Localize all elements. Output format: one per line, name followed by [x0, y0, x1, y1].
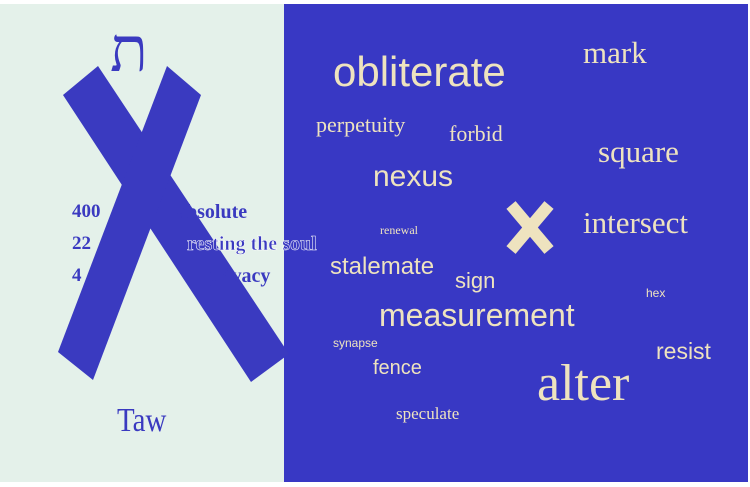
letter-value-2: 22 — [72, 233, 91, 254]
word-fence: fence — [373, 357, 422, 379]
meaning-absolute: absolute — [176, 201, 248, 223]
word-hex: hex — [646, 286, 666, 300]
letter-value-3: 4 — [72, 265, 82, 286]
word-sign: sign — [455, 268, 496, 293]
word-synapse: synapse — [333, 336, 378, 350]
word-square: square — [598, 134, 679, 169]
word-stalemate: stalemate — [330, 253, 435, 280]
x-stroke-falling — [63, 66, 289, 382]
letter-name-taw: Taw — [117, 402, 167, 439]
x-stroke-rising — [58, 66, 201, 380]
meaning-resting-the-soul: resting the soul — [187, 233, 317, 256]
word-obliterate: obliterate — [333, 48, 506, 95]
word-forbid: forbid — [449, 121, 503, 146]
word-intersect: intersect — [583, 205, 689, 240]
word-alter: alter — [537, 355, 630, 412]
letter-value-1: 400 — [72, 201, 101, 222]
word-mark: mark — [583, 35, 647, 70]
word-measurement: measurement — [379, 297, 575, 333]
word-renewal: renewal — [380, 223, 418, 237]
word-resist: resist — [656, 338, 711, 364]
word-nexus: nexus — [373, 160, 454, 193]
hebrew-letter-glyph: ת — [110, 17, 148, 85]
word-speculate: speculate — [396, 404, 460, 423]
word-perpetuity: perpetuity — [316, 112, 406, 137]
meaning-privacy: privacy — [206, 265, 271, 287]
